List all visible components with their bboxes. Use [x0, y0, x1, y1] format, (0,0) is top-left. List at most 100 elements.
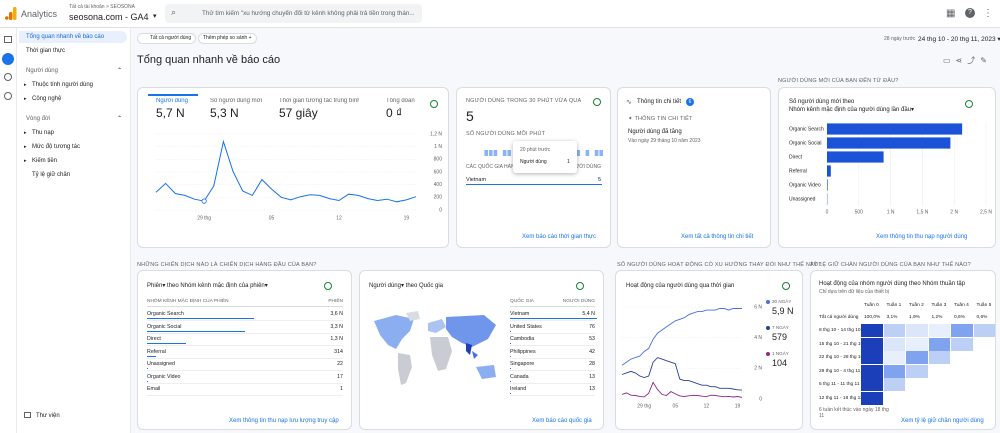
- column-header: Tuần 2: [909, 303, 924, 308]
- more-icon[interactable]: ⋮: [983, 8, 993, 19]
- collapse-caret: ⌃: [117, 116, 123, 122]
- header-rule: [510, 306, 595, 307]
- line-series: [155, 139, 417, 203]
- x-tick-label: 2,5 N: [980, 209, 992, 215]
- overview-card: Người dùng 5,7 N Số người dùng mới 5,3 N Thờ…: [137, 87, 449, 248]
- bar: [827, 123, 963, 135]
- search-box[interactable]: ⌕ Thử tìm kiếm "xu hướng chuyển đổi từ k…: [165, 4, 422, 23]
- reports-icon[interactable]: [2, 53, 14, 65]
- row-bar: [147, 318, 254, 320]
- cohort-cell: [861, 378, 883, 391]
- card-title[interactable]: Người dùng▾ theo Quốc gia: [369, 283, 444, 289]
- nav-item[interactable]: Tổng quan nhanh về báo cáo: [26, 34, 105, 40]
- nav-item[interactable]: Công nghệ: [32, 96, 62, 102]
- page-actions[interactable]: ▭⋖⤴✎: [943, 56, 992, 65]
- row-label: Direct: [147, 336, 161, 342]
- insights-icon: ∿: [626, 99, 632, 106]
- acquisition-card: Số người dùng mới theo Nhóm kênh mặc địn…: [778, 87, 996, 248]
- metric-value: 57 giây: [279, 106, 318, 120]
- retention-link[interactable]: Xem tỷ lệ giữ chân người dùng: [901, 418, 984, 424]
- date-range-text: 24 thg 10 - 20 thg 11, 2023: [918, 36, 996, 43]
- minute-bar: [594, 150, 599, 156]
- breadcrumb[interactable]: Tất cả tài khoản > SEOSONA: [69, 4, 136, 10]
- activity-card: Hoạt động của người dùng qua thời gian 6…: [615, 270, 803, 430]
- line-series: [621, 357, 743, 391]
- insights-link[interactable]: Xem tất cả thông tin chi tiết: [681, 234, 754, 240]
- cohort-cell: [973, 324, 995, 337]
- nav-item[interactable]: Thời gian thực: [26, 48, 65, 54]
- row-bar: [510, 343, 511, 345]
- legend-name: 30 NGÀY: [772, 299, 792, 304]
- traffic-link[interactable]: Xem thông tin thu nạp lưu lượng truy cập: [229, 418, 339, 424]
- metric-label[interactable]: Tổng doan: [386, 98, 415, 104]
- row-bar: [147, 368, 148, 370]
- card-title[interactable]: Phiên▾ theo Nhóm kênh mặc định của phiên…: [147, 283, 268, 289]
- nav-item[interactable]: Tỷ lệ giữ chân: [32, 172, 71, 178]
- advertising-icon[interactable]: [4, 92, 12, 100]
- segment-chip[interactable]: Tất cả người dùng: [137, 33, 197, 44]
- expand-arrow: ▸: [24, 130, 27, 136]
- nav-item[interactable]: Thuộc tính người dùng: [32, 82, 93, 88]
- insight-date: Vào ngày 29 tháng 10 năm 2023: [628, 138, 701, 144]
- activity-chart: 6 N 4 N 2 N 0 29 thg 05 12 19: [621, 304, 762, 409]
- legend-total: 579: [772, 332, 788, 342]
- bar: [827, 151, 884, 163]
- cohort-cell: [883, 351, 906, 364]
- bar: [827, 179, 828, 191]
- nav-section[interactable]: Vòng đời: [26, 116, 51, 122]
- row-value: 13: [589, 386, 595, 392]
- row-value: 5,4 N: [582, 311, 595, 317]
- help-icon[interactable]: ?: [965, 8, 975, 18]
- column-header: NGƯỜI DÙNG: [562, 299, 595, 304]
- metric-label[interactable]: Số người dùng mới: [210, 98, 262, 104]
- x-tick-label: 05: [673, 403, 679, 409]
- cohort-cell: [928, 324, 951, 337]
- traffic-card: Phiên▾ theo Nhóm kênh mặc định của phiên…: [137, 270, 352, 430]
- acquisition-link[interactable]: Xem thông tin thu nạp người dùng: [876, 234, 968, 240]
- status-icon: [965, 100, 973, 108]
- minute-bar: [484, 150, 488, 156]
- row-label: Email: [147, 386, 161, 392]
- cell-value: 1,2%: [931, 315, 943, 320]
- nav-item[interactable]: Mức độ tương tác: [32, 144, 80, 150]
- nav-item[interactable]: Thu nạp: [32, 130, 55, 136]
- nav-item[interactable]: Thư viện: [36, 413, 60, 419]
- countries-link[interactable]: Xem báo cáo quốc gia: [532, 418, 592, 424]
- realtime-link[interactable]: Xem báo cáo thời gian thực: [522, 234, 596, 240]
- dimension-selector[interactable]: Nhóm kênh mặc định của người dùng lần đầ…: [789, 107, 915, 113]
- row-label: Singapore: [510, 361, 535, 367]
- nav-rail: [0, 28, 17, 433]
- selected-highlight: [19, 31, 127, 43]
- date-range[interactable]: 24 thg 10 - 20 thg 11, 2023 ▾: [918, 36, 1000, 43]
- explore-icon[interactable]: [4, 73, 12, 81]
- nav-item[interactable]: Kiếm tiền: [32, 158, 58, 164]
- row-label: Organic Social: [147, 323, 182, 330]
- card-title: Số người dùng mới theo: [789, 99, 855, 105]
- property-selector[interactable]: seosona.com - GA4: [69, 12, 149, 22]
- cohort-cell: [906, 337, 928, 351]
- row-bar: [147, 355, 157, 357]
- metric-label[interactable]: Thời gian tương tác trung bình: [279, 98, 359, 104]
- caret: ▾: [153, 13, 157, 20]
- home-icon[interactable]: [4, 36, 12, 43]
- cohort-cell: [906, 364, 928, 378]
- line-series: [621, 308, 742, 366]
- compare-chip[interactable]: Thêm phép so sánh +: [198, 33, 257, 44]
- row-label: 29 thg 10 - 4 thg 11: [819, 368, 861, 374]
- cohort-cell: [883, 378, 906, 391]
- users-chart: 1,2 N 1 N 800 600 400 200 0 29 thg 05 12 19: [155, 131, 442, 221]
- category-label: Referral: [789, 168, 807, 174]
- nav-section[interactable]: Người dùng: [26, 68, 58, 74]
- x-tick-label: 1 N: [887, 209, 895, 215]
- row-label: 5 thg 11 - 11 thg 11: [819, 382, 860, 387]
- sparkle: ✦: [628, 116, 635, 122]
- column-header: Tuần 5: [976, 303, 992, 308]
- logo: [5, 7, 17, 20]
- badge: 6: [686, 98, 694, 106]
- row-value: 3,6 N: [330, 311, 343, 317]
- apps-icon[interactable]: ▦: [946, 8, 956, 19]
- y-tick-label: 6 N: [754, 304, 762, 310]
- insight-headline[interactable]: Người dùng đã tăng: [628, 129, 682, 135]
- category-label: Organic Social: [789, 140, 822, 146]
- metric-label[interactable]: Người dùng: [156, 98, 188, 104]
